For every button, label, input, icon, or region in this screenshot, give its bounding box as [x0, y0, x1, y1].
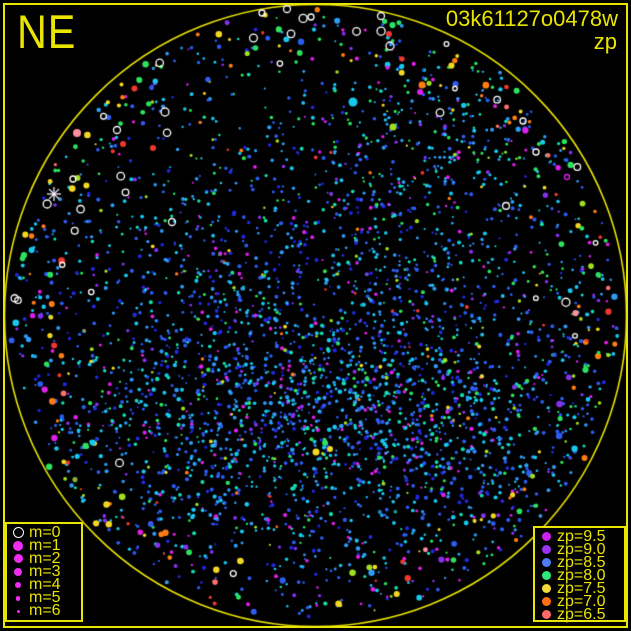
magnitude-legend-label: m=4	[29, 576, 61, 594]
zp-legend-row: zp=7.5	[535, 579, 624, 597]
magnitude-legend-label: m=0	[29, 523, 61, 541]
magnitude-legend-row: m=5	[7, 589, 81, 607]
magnitude-legend-marker-icon	[7, 582, 29, 589]
magnitude-legend-row: m=2	[7, 549, 81, 567]
magnitude-legend-row: m=4	[7, 576, 81, 594]
magnitude-legend-row: m=6	[7, 602, 81, 620]
zp-legend-label: zp=9.5	[557, 527, 606, 545]
zp-legend-label: zp=7.5	[557, 579, 606, 597]
zp-legend-marker-icon	[535, 610, 557, 619]
magnitude-legend-label: m=6	[29, 602, 61, 620]
zp-legend-row: zp=8.0	[535, 566, 624, 584]
magnitude-legend-label: m=2	[29, 549, 61, 567]
magnitude-legend-label: m=5	[29, 589, 61, 607]
magnitude-legend-marker-icon	[7, 540, 29, 551]
zp-legend-marker-icon	[535, 584, 557, 593]
zp-legend-row: zp=6.5	[535, 605, 624, 623]
zp-legend-label: zp=6.5	[557, 605, 606, 623]
zp-legend-label: zp=7.0	[557, 592, 606, 610]
zp-legend-label: zp=8.5	[557, 553, 606, 571]
zp-legend-marker-icon	[535, 532, 557, 541]
zp-legend-row: zp=9.0	[535, 540, 624, 558]
zp-legend-row: zp=8.5	[535, 553, 624, 571]
magnitude-legend-marker-icon	[7, 554, 29, 564]
magnitude-legend-label: m=3	[29, 563, 61, 580]
magnitude-legend-marker-icon	[7, 527, 29, 539]
magnitude-legend-marker-icon	[7, 568, 29, 576]
zp-legend-label: zp=8.0	[557, 566, 606, 584]
zp-legend-row: zp=7.0	[535, 592, 624, 610]
magnitude-legend-row: m=1	[7, 536, 81, 554]
zp-legend-marker-icon	[535, 571, 557, 580]
zp-color-legend: zp=9.5 zp=9.0 zp=8.5 zp=8.0 zp=7.5 zp=7.0 zp=6…	[533, 526, 626, 622]
zp-legend-marker-icon	[535, 545, 557, 554]
magnitude-legend: m=0 m=1 m=2 m=3 m=4 m=5 m=6	[5, 522, 83, 622]
zp-legend-marker-icon	[535, 558, 557, 567]
zp-legend-row: zp=9.5	[535, 527, 624, 545]
magnitude-legend-marker-icon	[7, 609, 29, 613]
plot-title: 03k61127o0478w	[445, 6, 618, 31]
magnitude-legend-label: m=1	[29, 536, 61, 554]
color-variable-label: zp	[593, 29, 617, 54]
zp-legend-marker-icon	[535, 597, 557, 606]
magnitude-legend-row: m=3	[7, 563, 81, 580]
orientation-label: NE	[17, 5, 77, 58]
magnitude-legend-row: m=0	[7, 523, 81, 541]
magnitude-legend-marker-icon	[7, 596, 29, 601]
zp-legend-label: zp=9.0	[557, 540, 606, 558]
